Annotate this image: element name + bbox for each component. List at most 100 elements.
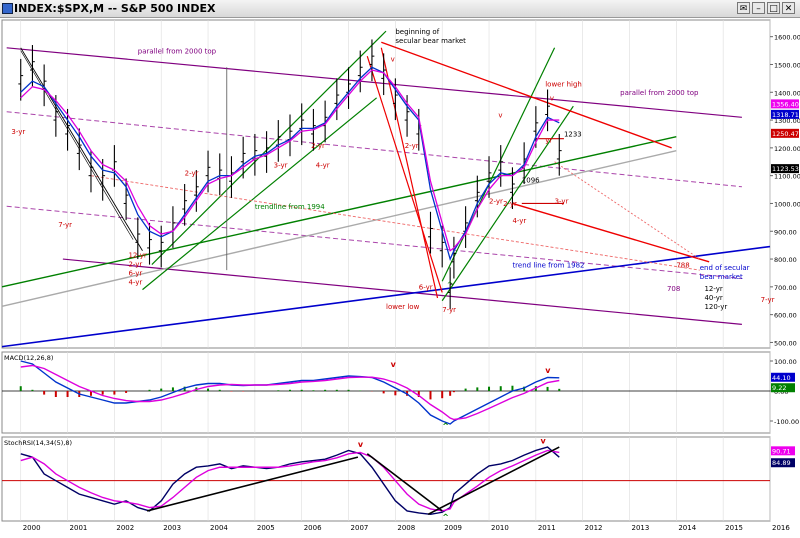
window-title: INDEX:$SPX,M -- S&P 500 INDEX bbox=[14, 2, 216, 15]
x-tick-label-2009: 2009 bbox=[444, 524, 462, 532]
price-ytick-label-1200: 1200.00 bbox=[774, 145, 800, 153]
trendline-gray bbox=[1, 149, 677, 307]
price-annotation-9: 12-yr bbox=[704, 285, 722, 293]
price-annotation-9-1: 40-yr bbox=[704, 294, 722, 302]
x-tick-label-2007: 2007 bbox=[351, 524, 369, 532]
macd-histogram-bar bbox=[89, 391, 92, 396]
trendline-blue-1982 bbox=[1, 245, 771, 348]
x-tick-label-2013: 2013 bbox=[632, 524, 650, 532]
trendline-red-lower bbox=[512, 202, 710, 263]
price-ytick-label-1500: 1500.00 bbox=[774, 61, 800, 69]
price-ytick-label-600: 600.00 bbox=[774, 312, 797, 320]
stochrsi-current-label-1: 84.89 bbox=[772, 459, 791, 467]
x-tick-label-2001: 2001 bbox=[70, 524, 88, 532]
macd-ytick-label-100: 100.00 bbox=[774, 358, 797, 366]
macd-histogram-bar bbox=[429, 391, 432, 400]
macd-current-box-1 bbox=[771, 383, 795, 393]
x-tick-label-2005: 2005 bbox=[257, 524, 275, 532]
macd-histogram-bar bbox=[335, 389, 338, 391]
macd-histogram-bar bbox=[66, 391, 69, 397]
x-tick-label-2006: 2006 bbox=[304, 524, 322, 532]
price-current-label-3: 1123.53 bbox=[772, 165, 799, 173]
x-tick-label-2015: 2015 bbox=[725, 524, 743, 532]
price-current-box-1 bbox=[771, 109, 799, 119]
macd-macd bbox=[20, 360, 560, 425]
macd-histogram-bar bbox=[125, 391, 128, 393]
macd-histogram-bar bbox=[218, 389, 221, 391]
stochrsi-annotation-1: v bbox=[541, 437, 547, 446]
macd-histogram-bar bbox=[511, 385, 514, 391]
trendline-red-upper bbox=[381, 41, 672, 149]
macd-histogram-bar bbox=[183, 386, 186, 391]
email-button[interactable]: ✉ bbox=[737, 2, 750, 14]
price-annotation-11: 788 bbox=[676, 261, 689, 269]
macd-histogram-bar bbox=[207, 388, 210, 391]
macd-annotation-2: ^ bbox=[442, 422, 449, 431]
price-current-box-3 bbox=[771, 164, 799, 174]
price-annotation-28: 2-yr bbox=[489, 197, 503, 205]
macd-title: MACD(12,26,8) bbox=[4, 354, 53, 362]
price-annotation-8: end of secular bbox=[700, 264, 750, 272]
macd-histogram-bar bbox=[546, 386, 549, 391]
macd-current-label-1: 9.22 bbox=[772, 384, 786, 392]
price-annotation-18-3: 4-yr bbox=[128, 279, 142, 287]
macd-histogram-bar bbox=[54, 391, 57, 397]
close-button[interactable]: ✕ bbox=[782, 2, 795, 14]
stochrsi-annotation-2: ^ bbox=[442, 513, 449, 522]
macd-histogram-bar bbox=[441, 391, 444, 399]
price-ytick-label-1400: 1400.00 bbox=[774, 89, 800, 97]
trendline-black-2000b bbox=[20, 50, 134, 240]
price-ytick-label-800: 800.00 bbox=[774, 256, 797, 264]
x-tick-label-2000: 2000 bbox=[23, 524, 41, 532]
macd-annotation-1: v bbox=[545, 366, 551, 375]
macd-histogram-bar bbox=[101, 391, 104, 395]
stochrsi-annotation-0: v bbox=[358, 440, 364, 449]
price-annotation-23: 2-yr bbox=[405, 142, 419, 150]
macd-histogram-bar bbox=[31, 389, 34, 391]
macd-histogram-bar bbox=[452, 391, 455, 393]
trendline-red-up bbox=[380, 47, 439, 299]
price-annotation-30: v bbox=[498, 111, 502, 119]
trendline-red-dotted-2 bbox=[90, 175, 700, 271]
x-tick-label-2014: 2014 bbox=[678, 524, 696, 532]
price-current-box-0 bbox=[771, 99, 799, 109]
price-annotation-21: 3-yr bbox=[274, 161, 288, 169]
stochrsi-trendline-3 bbox=[427, 446, 560, 515]
price-annotation-13: lower low bbox=[386, 303, 420, 311]
macd-histogram-bar bbox=[394, 391, 397, 396]
price-ytick-label-1300: 1300.00 bbox=[774, 117, 800, 125]
macd-histogram-bar bbox=[347, 389, 350, 391]
x-tick-label-2016: 2016 bbox=[772, 524, 790, 532]
macd-histogram-bar bbox=[324, 389, 327, 391]
macd-histogram-bar bbox=[277, 390, 280, 391]
macd-histogram-bar bbox=[523, 386, 526, 391]
price-annotation-24: 2-yr bbox=[503, 200, 517, 208]
trendline-purple-dash-2 bbox=[6, 205, 742, 280]
trendline-purple-dash-1 bbox=[6, 111, 742, 188]
macd-histogram-bar bbox=[148, 389, 151, 391]
stochrsi-signal bbox=[20, 449, 560, 512]
price-ytick-label-700: 700.00 bbox=[774, 284, 797, 292]
price-annotation-31: v bbox=[550, 95, 554, 103]
macd-histogram-bar bbox=[476, 387, 479, 391]
macd-histogram-bar bbox=[19, 386, 22, 391]
minimize-button[interactable]: – bbox=[752, 2, 765, 14]
price-annotation-1-1: secular bear market bbox=[395, 37, 466, 45]
maximize-button[interactable]: □ bbox=[767, 2, 780, 14]
macd-histogram-bar bbox=[488, 386, 491, 391]
price-annotation-16: 3-yr bbox=[11, 128, 25, 136]
price-annotation-7: trend line from 1982 bbox=[512, 261, 584, 269]
price-annotation-18: 12-yr bbox=[128, 252, 146, 260]
price-annotation-18-2: 6-yr bbox=[128, 270, 142, 278]
price-annotation-8-1: bear market bbox=[700, 273, 743, 281]
price-current-label-0: 1356.40 bbox=[772, 100, 799, 108]
price-annotation-22: 4-yr bbox=[316, 161, 330, 169]
macd-signal bbox=[20, 364, 560, 421]
trendline-purple-bottom bbox=[62, 258, 742, 325]
macd-histogram-bar bbox=[113, 391, 116, 395]
price-ytick-label-1000: 1000.00 bbox=[774, 200, 800, 208]
price-annotation-27: yr bbox=[545, 136, 552, 144]
price-annotation-29: v bbox=[391, 56, 395, 64]
macd-histogram-bar bbox=[449, 391, 452, 396]
